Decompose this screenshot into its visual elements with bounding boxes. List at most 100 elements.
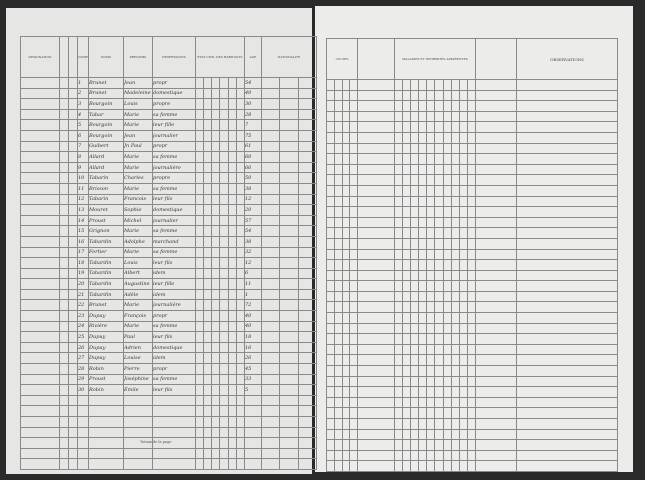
table-row xyxy=(326,100,618,112)
table-row xyxy=(326,386,618,398)
surname: Bourgoin xyxy=(88,119,124,131)
header-maladies: MALADIES ET INFIRMITÉS APPARENTES xyxy=(394,38,476,80)
row-number: 30 xyxy=(77,384,89,396)
row-number: 9 xyxy=(77,161,89,174)
table-row xyxy=(20,447,318,460)
table-row: 21 Tabardin Adèle idem 1 xyxy=(20,288,318,301)
header-etat-civil: ÉTAT CIVIL DES HABITANTS xyxy=(195,36,245,78)
table-row xyxy=(326,269,618,282)
first-name: Louise xyxy=(123,352,153,365)
header-age: AGE xyxy=(244,36,262,78)
profession: journalier xyxy=(152,129,196,142)
first-name: Émile xyxy=(123,384,153,396)
table-row xyxy=(326,174,618,186)
age: 40 xyxy=(244,310,262,322)
first-name: Marie xyxy=(123,161,153,174)
age: 12 xyxy=(244,193,262,206)
table-row xyxy=(326,248,618,261)
surname: Allard xyxy=(88,161,124,174)
surname: Fortier xyxy=(88,246,124,259)
row-number: 4 xyxy=(77,108,89,121)
table-row xyxy=(326,312,618,324)
table-row: 5 Bourgoin Marie leur fille 7 xyxy=(20,119,318,131)
table-row: 4 Tabar Marie sa femme 28 xyxy=(20,108,318,121)
age: 16 xyxy=(244,341,262,354)
surname: Tabardin xyxy=(88,288,124,301)
table-row: 6 Bourgoin Jean journalier 75 xyxy=(20,129,318,142)
surname: Brunet xyxy=(88,77,124,89)
surname: Mouret xyxy=(88,204,124,216)
age: 12 xyxy=(244,257,262,269)
first-name: Augustine xyxy=(123,278,153,290)
table-row: 30 Robin Émile leur fils 5 xyxy=(20,384,318,396)
age: 26 xyxy=(244,352,262,365)
table-row xyxy=(326,131,618,144)
age: 6 xyxy=(244,267,262,280)
table-row xyxy=(20,405,318,417)
surname: Tabarin xyxy=(88,172,124,184)
age: 11 xyxy=(244,278,262,290)
row-number: 22 xyxy=(77,299,89,312)
profession: domestique xyxy=(152,341,196,354)
first-name: Pierre xyxy=(123,363,153,375)
table-row xyxy=(326,79,618,91)
row-number: 26 xyxy=(77,341,89,354)
first-name: Francois xyxy=(123,193,153,206)
row-number: 7 xyxy=(77,140,89,153)
first-name: Sophie xyxy=(123,204,153,216)
row-number: 28 xyxy=(77,363,89,375)
table-row xyxy=(326,163,618,176)
first-name: Adèle xyxy=(123,288,153,301)
table-row: 23 Dupuy François propr 40 xyxy=(20,310,318,322)
row-number: 2 xyxy=(77,87,89,100)
profession: propr xyxy=(152,363,196,375)
table-row: 11 Brisson Marie sa femme 38 xyxy=(20,182,318,195)
table-row xyxy=(326,365,618,377)
table-row: 20 Tabardin Augustine leur fille 11 xyxy=(20,278,318,290)
row-number: 21 xyxy=(77,288,89,301)
table-row xyxy=(326,375,618,388)
profession: sa femme xyxy=(152,151,196,163)
surname: Guibert xyxy=(88,140,124,153)
table-row: 19 Tabardin Albert idem 6 xyxy=(20,267,318,280)
profession: domestique xyxy=(152,87,196,100)
row-number: 17 xyxy=(77,246,89,259)
surname: Bourgoin xyxy=(88,98,124,110)
first-name: Madeleine xyxy=(123,87,153,100)
age: 33 xyxy=(244,373,262,386)
profession: leur fils xyxy=(152,193,196,206)
age: 38 xyxy=(244,182,262,195)
surname: Grignon xyxy=(88,225,124,237)
table-row xyxy=(326,354,618,367)
first-name: Marie xyxy=(123,225,153,237)
table-row: 1 Brunet Jean propr 54 xyxy=(20,77,318,89)
first-name: Marie xyxy=(123,182,153,195)
row-number: 13 xyxy=(77,204,89,216)
table-row xyxy=(326,343,618,356)
profession: idem xyxy=(152,352,196,365)
table-row xyxy=(326,439,618,451)
table-row: 2 Brunet Madeleine domestique 40 xyxy=(20,87,318,100)
row-number: 8 xyxy=(77,151,89,163)
profession: leur fils xyxy=(152,384,196,396)
profession: journalière xyxy=(152,299,196,312)
table-row: 10 Tabarin Charles propre 50 xyxy=(20,172,318,184)
profession: leur fils xyxy=(152,257,196,269)
first-name: Albert xyxy=(123,267,153,280)
first-name: Louis xyxy=(123,257,153,269)
profession: journalier xyxy=(152,214,196,227)
row-number: 14 xyxy=(77,214,89,227)
surname: Rivière xyxy=(88,320,124,333)
surname: Dupuy xyxy=(88,341,124,354)
table-row xyxy=(326,290,618,303)
row-number: 11 xyxy=(77,182,89,195)
age: 28 xyxy=(244,108,262,121)
row-number: 18 xyxy=(77,257,89,269)
table-row xyxy=(326,153,618,165)
first-name: Adolphe xyxy=(123,235,153,248)
table-row xyxy=(326,322,618,335)
profession: sa femme xyxy=(152,182,196,195)
table-row xyxy=(326,142,618,155)
profession: marchand xyxy=(152,235,196,248)
table-row xyxy=(326,460,618,472)
